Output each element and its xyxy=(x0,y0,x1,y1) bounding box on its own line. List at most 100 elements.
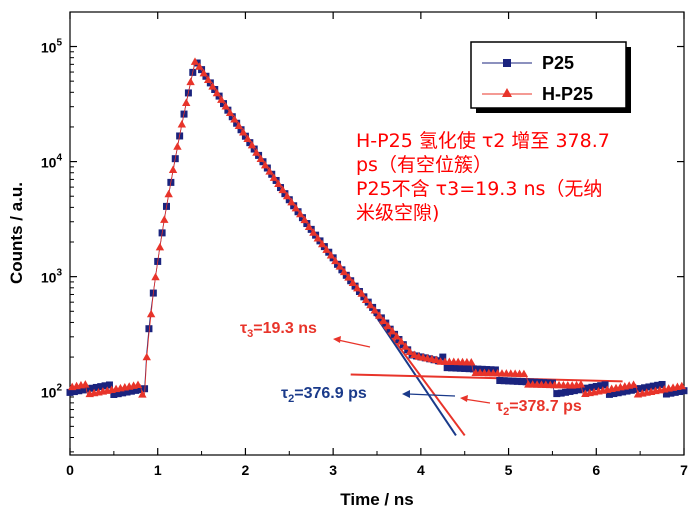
data-point-H-P25 xyxy=(203,75,213,84)
data-point-H-P25 xyxy=(379,316,388,324)
data-point-H-P25 xyxy=(234,121,244,130)
tau2-p25-sub: 2 xyxy=(288,393,294,405)
tau2-hp25-value: =378.7 ps xyxy=(509,398,582,415)
data-point-P25 xyxy=(443,364,451,372)
data-series xyxy=(66,57,688,399)
y-tick-exp: 2 xyxy=(56,383,62,394)
data-point-P25 xyxy=(478,365,486,373)
y-tick-label: 105 xyxy=(41,38,63,56)
x-tick-label: 1 xyxy=(154,462,162,478)
y-tick-base: 10 xyxy=(41,155,57,171)
annotation-arrows xyxy=(333,336,491,404)
data-point-H-P25 xyxy=(230,115,239,123)
data-point-P25 xyxy=(531,378,539,386)
legend-marker-P25 xyxy=(503,59,511,67)
data-point-P25 xyxy=(627,386,635,394)
note-line-3: P25不含 τ3=19.3 ns（无纳 xyxy=(356,178,603,200)
data-point-H-P25 xyxy=(357,289,366,297)
data-point-P25 xyxy=(649,382,657,390)
data-point-P25 xyxy=(553,390,561,398)
data-point-P25 xyxy=(500,377,508,385)
data-point-P25 xyxy=(662,390,670,398)
data-point-P25 xyxy=(456,364,464,372)
data-point-P25 xyxy=(105,381,113,389)
tau2-fit-P25 xyxy=(371,310,457,436)
y-tick-base: 10 xyxy=(41,40,57,56)
tau3-symbol: τ xyxy=(240,320,247,337)
y-tick-label: 103 xyxy=(41,268,63,286)
data-point-P25 xyxy=(127,387,135,395)
legend-marker-H-P25 xyxy=(502,88,512,97)
data-point-P25 xyxy=(469,365,477,373)
data-point-P25 xyxy=(522,378,530,386)
data-point-H-P25 xyxy=(629,380,638,388)
data-point-H-P25 xyxy=(576,379,586,388)
annotation-tau3: τ3=19.3 ns xyxy=(240,320,317,340)
data-point-P25 xyxy=(513,377,521,385)
data-point-H-P25 xyxy=(304,222,314,230)
data-point-H-P25 xyxy=(339,267,349,276)
annotation-note: H-P25 氢化使 τ2 增至 378.7 ps（有空位簇） P25不含 τ3=… xyxy=(356,129,691,225)
data-point-H-P25 xyxy=(186,77,195,86)
data-point-P25 xyxy=(588,383,596,391)
data-point-P25 xyxy=(145,325,153,333)
data-point-H-P25 xyxy=(274,179,283,188)
data-point-P25 xyxy=(110,391,118,399)
data-point-P25 xyxy=(597,382,605,390)
data-point-H-P25 xyxy=(335,262,344,270)
data-point-H-P25 xyxy=(410,350,419,358)
x-tick-label: 3 xyxy=(329,462,337,478)
data-point-P25 xyxy=(505,377,513,385)
tau3-value: =19.3 ns xyxy=(253,320,317,337)
x-tick-label: 5 xyxy=(505,462,513,478)
data-point-P25 xyxy=(540,379,548,387)
y-tick-base: 10 xyxy=(41,270,57,286)
data-point-P25 xyxy=(658,380,666,388)
data-point-H-P25 xyxy=(146,309,156,318)
data-point-H-P25 xyxy=(160,215,169,223)
annotation-tau2-p25: τ2=376.9 ps xyxy=(281,385,367,405)
data-point-H-P25 xyxy=(388,326,397,335)
data-point-H-P25 xyxy=(296,209,305,218)
data-point-H-P25 xyxy=(81,380,90,388)
data-point-P25 xyxy=(474,365,482,373)
data-point-H-P25 xyxy=(348,278,358,287)
data-point-H-P25 xyxy=(344,273,353,281)
data-point-P25 xyxy=(132,386,140,394)
y-tick-exp: 4 xyxy=(56,153,62,164)
data-point-H-P25 xyxy=(243,134,252,142)
data-point-P25 xyxy=(562,388,570,396)
x-tick-label: 6 xyxy=(592,462,600,478)
data-point-H-P25 xyxy=(265,167,274,175)
legend-box xyxy=(470,41,627,109)
data-point-P25 xyxy=(491,366,499,374)
note-line-2: ps（有空位簇） xyxy=(356,154,492,176)
data-point-H-P25 xyxy=(269,173,279,181)
data-point-H-P25 xyxy=(260,160,270,169)
data-point-P25 xyxy=(671,388,679,396)
data-point-H-P25 xyxy=(366,300,375,309)
data-point-P25 xyxy=(680,387,688,395)
data-point-P25 xyxy=(544,379,552,387)
legend-label-H-P25: H-P25 xyxy=(542,84,593,104)
data-point-P25 xyxy=(614,389,622,397)
data-point-P25 xyxy=(123,388,131,396)
data-point-H-P25 xyxy=(256,154,265,163)
data-point-P25 xyxy=(592,383,600,391)
annotation-tau2-hp25: τ2=378.7 ps xyxy=(496,398,582,418)
arrow-tau2-hp25 xyxy=(463,398,491,404)
data-point-P25 xyxy=(676,388,684,396)
data-point-H-P25 xyxy=(142,352,151,361)
data-point-P25 xyxy=(632,385,640,393)
data-point-H-P25 xyxy=(353,283,362,292)
data-point-P25 xyxy=(97,383,105,391)
data-point-P25 xyxy=(452,364,460,372)
tau3-sub: 3 xyxy=(247,328,253,340)
tau2-hp25-sub: 2 xyxy=(503,406,509,418)
data-point-P25 xyxy=(636,385,644,393)
data-point-H-P25 xyxy=(432,355,441,364)
data-point-P25 xyxy=(654,381,662,389)
arrow-tau2-p25 xyxy=(407,393,456,397)
y-tick-base: 10 xyxy=(41,385,57,401)
